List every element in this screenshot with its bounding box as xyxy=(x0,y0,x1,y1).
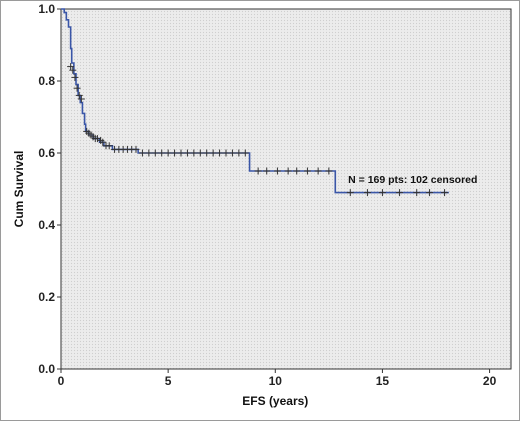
y-tick-label: 0.4 xyxy=(38,218,55,232)
x-tick-label: 5 xyxy=(165,374,172,388)
plot-area xyxy=(60,8,512,370)
axes: 0 5 10 15 20 0.0 0.2 0.4 0.6 0.8 1.0 xyxy=(38,2,496,388)
x-tick-label: 20 xyxy=(483,374,497,388)
y-tick-label: 0.6 xyxy=(38,146,55,160)
x-tick-label: 0 xyxy=(58,374,65,388)
y-tick-label: 0.8 xyxy=(38,74,55,88)
series-layer xyxy=(61,8,449,197)
y-tick-label: 1.0 xyxy=(38,2,55,16)
y-tick-label: 0.0 xyxy=(38,362,55,376)
y-axis-label: Cum Survival xyxy=(12,151,26,228)
y-tick-label: 0.2 xyxy=(38,290,55,304)
x-axis-label: EFS (years) xyxy=(242,394,308,408)
chart-annotation: N = 169 pts: 102 censored xyxy=(348,174,477,186)
x-tick-label: 10 xyxy=(269,374,283,388)
x-tick-label: 15 xyxy=(376,374,390,388)
